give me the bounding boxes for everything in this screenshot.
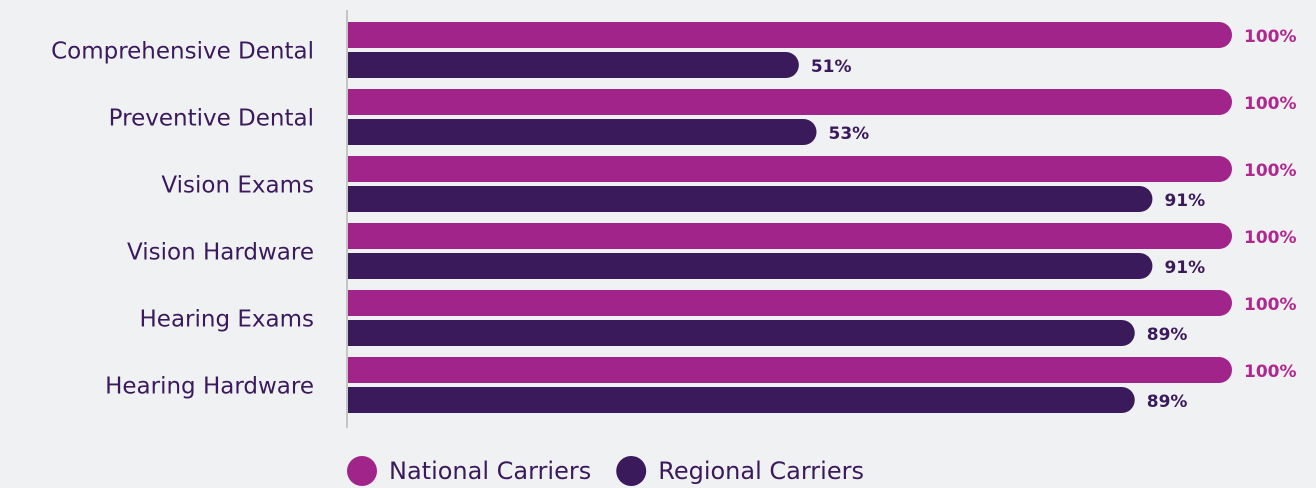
category-label: Hearing Hardware: [105, 374, 314, 400]
bar: [348, 387, 1135, 413]
data-label: 100%: [1244, 228, 1297, 248]
category-label: Vision Hardware: [127, 240, 314, 266]
bar: [348, 223, 1232, 249]
data-label: 100%: [1244, 161, 1297, 181]
data-label: 89%: [1147, 392, 1188, 412]
bar: [348, 186, 1153, 212]
legend-label: Regional Carriers: [658, 457, 864, 485]
bar: [348, 290, 1232, 316]
bar: [348, 89, 1232, 115]
data-label: 100%: [1244, 27, 1297, 47]
category-label: Preventive Dental: [109, 106, 314, 132]
data-label: 91%: [1164, 191, 1205, 211]
bar: [348, 357, 1232, 383]
bar: [348, 119, 817, 145]
bar: [348, 156, 1232, 182]
category-label: Hearing Exams: [140, 307, 315, 333]
data-label: 91%: [1164, 258, 1205, 278]
legend-label: National Carriers: [389, 457, 591, 485]
legend-swatch: [347, 456, 377, 486]
data-label: 100%: [1244, 295, 1297, 315]
legend-swatch: [616, 456, 647, 486]
bar: [348, 320, 1135, 346]
data-label: 89%: [1147, 325, 1188, 345]
data-label: 100%: [1244, 94, 1297, 114]
category-label: Vision Exams: [161, 173, 314, 199]
bar: [348, 22, 1232, 48]
data-label: 51%: [811, 57, 852, 77]
category-label: Comprehensive Dental: [51, 39, 314, 65]
bar: [348, 52, 799, 78]
data-label: 100%: [1244, 362, 1297, 382]
bar: [348, 253, 1153, 279]
data-label: 53%: [829, 124, 870, 144]
